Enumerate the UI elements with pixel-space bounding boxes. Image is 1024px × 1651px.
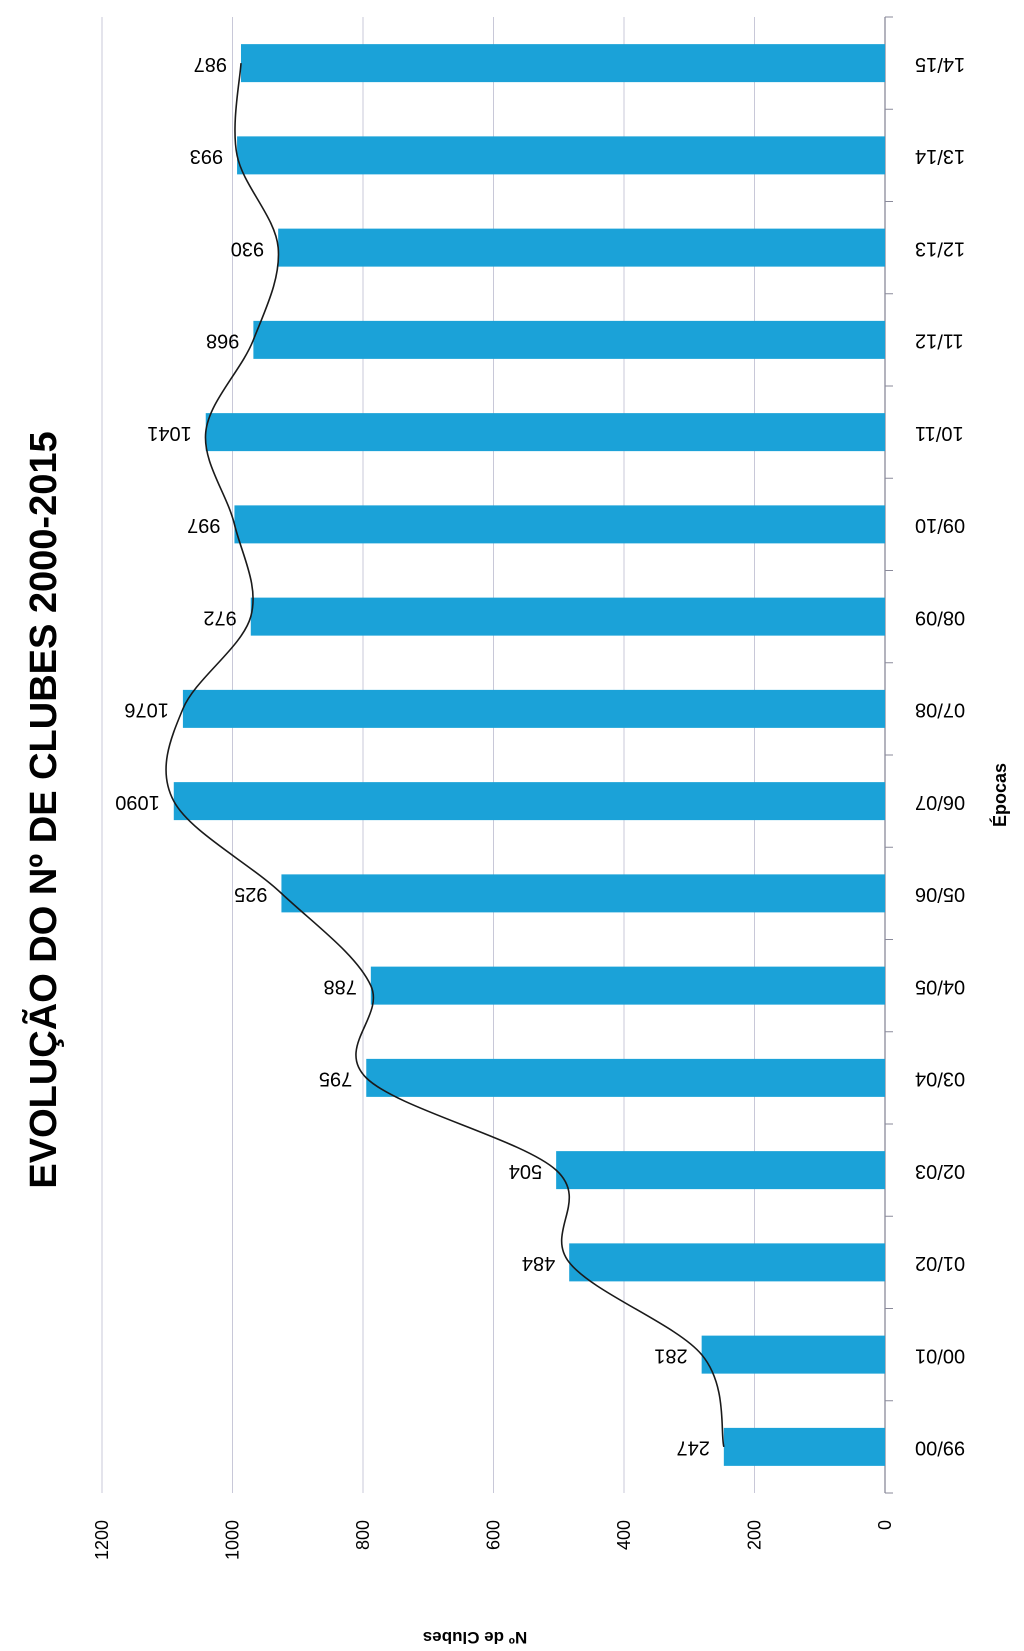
bar-03-04 — [366, 1058, 885, 1097]
data-label: 504 — [509, 1160, 542, 1182]
category-label: 01/02 — [915, 1252, 965, 1274]
bar-99-00 — [723, 1427, 885, 1466]
bar-13-14 — [237, 136, 885, 175]
category-label: 13/14 — [915, 145, 965, 167]
data-label: 925 — [234, 883, 267, 905]
trend-line — [165, 63, 725, 1448]
bar-06-07 — [173, 782, 885, 821]
category-label: 03/04 — [915, 1068, 965, 1090]
y-tick-label: 600 — [484, 1520, 504, 1550]
bar-14-15 — [240, 44, 886, 83]
category-label: 06/07 — [915, 791, 965, 813]
data-label: 930 — [231, 237, 264, 259]
bar-05-06 — [281, 874, 885, 913]
data-label: 484 — [522, 1252, 555, 1274]
category-label: 12/13 — [915, 237, 965, 259]
y-tick-label: 1000 — [223, 1520, 243, 1560]
x-axis-title: Épocas — [989, 763, 1010, 827]
data-label: 972 — [203, 606, 236, 628]
data-labels: 247 281 484 504 795 788 925 1090 1076 972 997 1041 9… — [115, 53, 710, 1459]
bar-12-13 — [278, 228, 885, 267]
data-label: 987 — [194, 53, 227, 75]
category-labels: 99/00 00/01 01/02 02/03 03/04 04/05 05/06 06/07… — [915, 53, 965, 1459]
chart-title: EVOLUÇÃO DO Nº DE CLUBES 2000-2015 — [21, 431, 65, 1188]
bar-00-01 — [701, 1335, 885, 1374]
data-label: 1076 — [124, 699, 169, 721]
bars — [173, 44, 886, 1466]
value-tick-labels: 0 200 400 600 800 1000 1200 — [92, 1520, 895, 1560]
bar-07-08 — [182, 689, 885, 728]
category-label: 10/11 — [915, 422, 964, 444]
category-label: 00/01 — [915, 1344, 965, 1366]
bar-11-12 — [253, 320, 885, 359]
data-label: 968 — [206, 330, 239, 352]
y-axis-title: Nº de Clubes — [423, 1628, 527, 1647]
data-label: 795 — [319, 1068, 352, 1090]
y-tick-label: 400 — [614, 1520, 634, 1550]
bar-10-11 — [205, 413, 885, 452]
category-label: 99/00 — [915, 1437, 965, 1459]
data-label: 281 — [654, 1344, 687, 1366]
data-label: 1041 — [147, 422, 192, 444]
trendline — [165, 63, 725, 1448]
bar-01-02 — [569, 1243, 885, 1282]
data-label: 247 — [676, 1437, 709, 1459]
category-label: 14/15 — [915, 53, 965, 75]
y-tick-label: 800 — [353, 1520, 373, 1550]
category-label: 08/09 — [915, 606, 965, 628]
category-label: 07/08 — [915, 699, 965, 721]
category-label: 04/05 — [915, 975, 965, 997]
y-tick-label: 200 — [745, 1520, 765, 1550]
category-label: 11/12 — [915, 330, 964, 352]
category-label: 09/10 — [915, 514, 965, 536]
bar-08-09 — [250, 597, 885, 636]
category-label: 02/03 — [915, 1160, 965, 1182]
category-label: 05/06 — [915, 883, 965, 905]
data-label: 997 — [187, 514, 220, 536]
data-label: 788 — [323, 975, 356, 997]
bar-02-03 — [556, 1151, 885, 1190]
bar-09-10 — [234, 505, 885, 544]
y-tick-label: 0 — [875, 1520, 895, 1530]
y-tick-label: 1200 — [92, 1520, 112, 1560]
bar-04-05 — [370, 966, 886, 1005]
data-label: 993 — [190, 145, 223, 167]
data-label: 1090 — [115, 791, 160, 813]
